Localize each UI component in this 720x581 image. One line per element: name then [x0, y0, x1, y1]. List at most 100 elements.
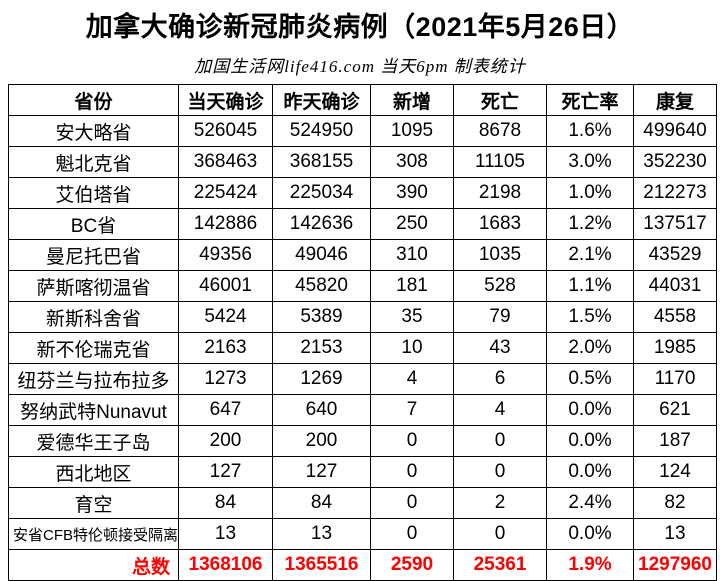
- province-cell: 新不伦瑞克省: [8, 332, 179, 364]
- recovered-cell: 124: [633, 456, 717, 488]
- new-cases-cell: 0: [370, 518, 454, 550]
- deaths-cell: 2: [453, 487, 547, 519]
- yesterday-confirmed-cell: 1269: [272, 363, 371, 395]
- yesterday-confirmed-cell: 49046: [272, 239, 371, 271]
- province-cell: 艾伯塔省: [8, 177, 179, 209]
- yesterday-confirmed-cell: 225034: [272, 177, 371, 209]
- new-cases-cell: 250: [370, 208, 454, 240]
- page-title: 加拿大确诊新冠肺炎病例（2021年5月26日）: [85, 12, 635, 42]
- recovered-cell: 212273: [633, 177, 717, 209]
- province-cell: 育空: [8, 487, 179, 519]
- province-cell: 努纳武特Nunavut: [8, 394, 179, 426]
- today-confirmed-cell: 49356: [178, 239, 273, 271]
- deaths-cell: 0: [453, 518, 547, 550]
- deaths-cell: 1683: [453, 208, 547, 240]
- col-header-recovered: 康复: [633, 84, 717, 116]
- new-cases-cell: 310: [370, 239, 454, 271]
- today-confirmed-cell: 225424: [178, 177, 273, 209]
- new-cases-cell: 0: [370, 425, 454, 457]
- new-cases-cell: 1095: [370, 115, 454, 147]
- death-rate-cell: 0.0%: [546, 456, 634, 488]
- recovered-cell: 137517: [633, 208, 717, 240]
- yesterday-confirmed-cell: 45820: [272, 270, 371, 302]
- table-row: 育空 84 84 0 2 2.4% 82: [8, 487, 717, 519]
- province-cell: BC省: [8, 208, 179, 240]
- deaths-cell: 528: [453, 270, 547, 302]
- yesterday-confirmed-cell: 2153: [272, 332, 371, 364]
- deaths-cell: 2198: [453, 177, 547, 209]
- total-row: 总数 1368106 1365516 2590 25361 1.9% 12979…: [8, 549, 717, 581]
- today-confirmed-cell: 1273: [178, 363, 273, 395]
- today-confirmed-cell: 142886: [178, 208, 273, 240]
- death-rate-cell: 2.1%: [546, 239, 634, 271]
- total-label-cell: 总数: [8, 549, 179, 581]
- table-row: 纽芬兰与拉布拉多 1273 1269 4 6 0.5% 1170: [8, 363, 717, 395]
- recovered-cell: 13: [633, 518, 717, 550]
- today-confirmed-cell: 647: [178, 394, 273, 426]
- total-death-rate-cell: 1.9%: [546, 549, 634, 581]
- new-cases-cell: 35: [370, 301, 454, 333]
- province-cell: 安省CFB特伦顿接受隔离: [8, 518, 179, 550]
- death-rate-cell: 1.1%: [546, 270, 634, 302]
- new-cases-cell: 10: [370, 332, 454, 364]
- death-rate-cell: 1.2%: [546, 208, 634, 240]
- total-recovered-cell: 1297960: [633, 549, 717, 581]
- table-header-row: 省份 当天确诊 昨天确诊 新增 死亡 死亡率 康复: [8, 84, 717, 116]
- recovered-cell: 1985: [633, 332, 717, 364]
- yesterday-confirmed-cell: 368155: [272, 146, 371, 178]
- province-cell: 纽芬兰与拉布拉多: [8, 363, 179, 395]
- deaths-cell: 79: [453, 301, 547, 333]
- col-header-new-cases: 新增: [370, 84, 454, 116]
- deaths-cell: 0: [453, 425, 547, 457]
- recovered-cell: 621: [633, 394, 717, 426]
- today-confirmed-cell: 13: [178, 518, 273, 550]
- death-rate-cell: 3.0%: [546, 146, 634, 178]
- col-header-death-rate: 死亡率: [546, 84, 634, 116]
- death-rate-cell: 0.0%: [546, 394, 634, 426]
- table-row: 爱德华王子岛 200 200 0 0 0.0% 187: [8, 425, 717, 457]
- today-confirmed-cell: 127: [178, 456, 273, 488]
- col-header-today-confirmed: 当天确诊: [178, 84, 273, 116]
- table-row: 努纳武特Nunavut 647 640 7 4 0.0% 621: [8, 394, 717, 426]
- deaths-cell: 4: [453, 394, 547, 426]
- table-row: 曼尼托巴省 49356 49046 310 1035 2.1% 43529: [8, 239, 717, 271]
- total-yesterday-confirmed-cell: 1365516: [272, 549, 371, 581]
- today-confirmed-cell: 526045: [178, 115, 273, 147]
- deaths-cell: 11105: [453, 146, 547, 178]
- province-cell: 西北地区: [8, 456, 179, 488]
- yesterday-confirmed-cell: 84: [272, 487, 371, 519]
- table-row: 魁北克省 368463 368155 308 11105 3.0% 352230: [8, 146, 717, 178]
- deaths-cell: 8678: [453, 115, 547, 147]
- table-body: 安大略省 526045 524950 1095 8678 1.6% 499640…: [8, 115, 717, 550]
- today-confirmed-cell: 46001: [178, 270, 273, 302]
- total-today-confirmed-cell: 1368106: [178, 549, 273, 581]
- table-row: 安大略省 526045 524950 1095 8678 1.6% 499640: [8, 115, 717, 147]
- table-row: 新不伦瑞克省 2163 2153 10 43 2.0% 1985: [8, 332, 717, 364]
- death-rate-cell: 1.0%: [546, 177, 634, 209]
- deaths-cell: 1035: [453, 239, 547, 271]
- death-rate-cell: 2.0%: [546, 332, 634, 364]
- table-row: 西北地区 127 127 0 0 0.0% 124: [8, 456, 717, 488]
- death-rate-cell: 0.0%: [546, 518, 634, 550]
- yesterday-confirmed-cell: 5389: [272, 301, 371, 333]
- new-cases-cell: 7: [370, 394, 454, 426]
- province-cell: 安大略省: [8, 115, 179, 147]
- table-row: BC省 142886 142636 250 1683 1.2% 137517: [8, 208, 717, 240]
- page-subtitle: 加国生活网life416.com 当天6pm 制表统计: [194, 57, 526, 76]
- deaths-cell: 0: [453, 456, 547, 488]
- total-deaths-cell: 25361: [453, 549, 547, 581]
- recovered-cell: 82: [633, 487, 717, 519]
- yesterday-confirmed-cell: 640: [272, 394, 371, 426]
- new-cases-cell: 390: [370, 177, 454, 209]
- yesterday-confirmed-cell: 142636: [272, 208, 371, 240]
- recovered-cell: 4558: [633, 301, 717, 333]
- new-cases-cell: 308: [370, 146, 454, 178]
- new-cases-cell: 0: [370, 487, 454, 519]
- table-row: 安省CFB特伦顿接受隔离 13 13 0 0 0.0% 13: [8, 518, 717, 550]
- col-header-deaths: 死亡: [453, 84, 547, 116]
- table-row: 萨斯喀彻温省 46001 45820 181 528 1.1% 44031: [8, 270, 717, 302]
- col-header-yesterday-confirmed: 昨天确诊: [272, 84, 371, 116]
- table-footer: 总数 1368106 1365516 2590 25361 1.9% 12979…: [8, 549, 717, 581]
- province-cell: 魁北克省: [8, 146, 179, 178]
- province-cell: 爱德华王子岛: [8, 425, 179, 457]
